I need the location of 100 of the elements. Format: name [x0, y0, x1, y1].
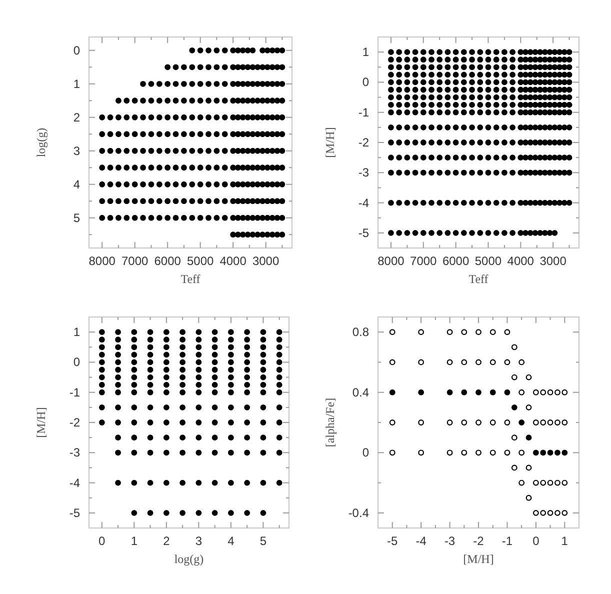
point — [235, 98, 241, 104]
point — [542, 102, 548, 108]
point — [244, 434, 250, 441]
point — [156, 214, 162, 221]
x-tick-label: 0 — [98, 534, 106, 548]
point — [244, 510, 250, 516]
point — [436, 86, 443, 93]
point — [477, 230, 484, 236]
point — [527, 102, 534, 108]
point — [274, 148, 280, 154]
point — [279, 64, 286, 70]
point — [420, 154, 426, 161]
point — [388, 94, 394, 100]
point — [420, 64, 426, 70]
point — [477, 124, 484, 130]
point — [235, 64, 241, 70]
point — [404, 140, 410, 146]
point — [566, 124, 572, 130]
point — [452, 124, 459, 130]
point — [511, 374, 518, 380]
point — [542, 79, 548, 86]
point — [212, 389, 218, 396]
point — [436, 200, 443, 206]
point — [452, 109, 459, 116]
point — [522, 56, 528, 63]
point — [510, 109, 516, 116]
point — [260, 366, 266, 373]
point — [547, 450, 554, 456]
point — [260, 181, 266, 188]
point — [181, 80, 187, 87]
point — [244, 148, 251, 154]
point — [444, 109, 451, 116]
point — [250, 148, 256, 154]
point — [412, 124, 418, 130]
point — [164, 98, 171, 104]
y-tick-label: 1 — [73, 325, 80, 340]
point — [552, 72, 558, 78]
point — [556, 72, 562, 78]
point — [444, 64, 451, 70]
point — [522, 94, 528, 100]
point — [546, 170, 553, 176]
point — [156, 148, 162, 154]
y-tick-label: -3 — [358, 166, 370, 180]
point — [532, 64, 538, 70]
point — [477, 56, 484, 63]
point — [547, 389, 554, 396]
point — [404, 56, 410, 63]
point — [446, 450, 453, 456]
point — [396, 154, 402, 161]
point — [532, 86, 538, 93]
point — [212, 434, 218, 441]
point — [412, 49, 418, 56]
point — [164, 214, 171, 221]
point — [542, 72, 548, 78]
point — [132, 131, 138, 138]
point — [511, 434, 518, 441]
point — [260, 344, 266, 350]
point — [206, 98, 212, 104]
point — [206, 164, 212, 171]
point — [240, 64, 246, 70]
point — [197, 64, 204, 70]
point — [276, 480, 282, 486]
point — [436, 170, 443, 176]
point — [244, 344, 250, 350]
point — [212, 510, 218, 516]
point — [250, 232, 256, 238]
point — [412, 86, 418, 93]
point — [244, 420, 250, 426]
point — [181, 114, 187, 120]
point — [542, 154, 548, 161]
point — [510, 140, 516, 146]
point — [276, 344, 282, 350]
point — [452, 102, 459, 108]
point — [196, 450, 202, 456]
x-tick-label: 5000 — [474, 254, 502, 268]
point — [428, 200, 434, 206]
point — [490, 420, 496, 426]
point — [404, 200, 410, 206]
point — [518, 154, 524, 161]
point — [566, 102, 572, 108]
point — [547, 480, 554, 486]
point — [532, 102, 538, 108]
point — [260, 232, 266, 238]
point — [276, 329, 282, 336]
point — [556, 49, 562, 56]
point — [428, 72, 434, 78]
point — [510, 102, 516, 108]
point — [436, 72, 443, 78]
point — [552, 49, 558, 56]
point — [240, 164, 246, 171]
point — [510, 56, 516, 63]
point — [477, 102, 484, 108]
point — [428, 56, 434, 63]
point — [163, 434, 170, 441]
point — [542, 170, 548, 176]
point — [477, 170, 484, 176]
y-tick-label: -5 — [358, 226, 370, 240]
point — [196, 389, 202, 396]
point — [485, 124, 492, 130]
point — [164, 198, 171, 204]
